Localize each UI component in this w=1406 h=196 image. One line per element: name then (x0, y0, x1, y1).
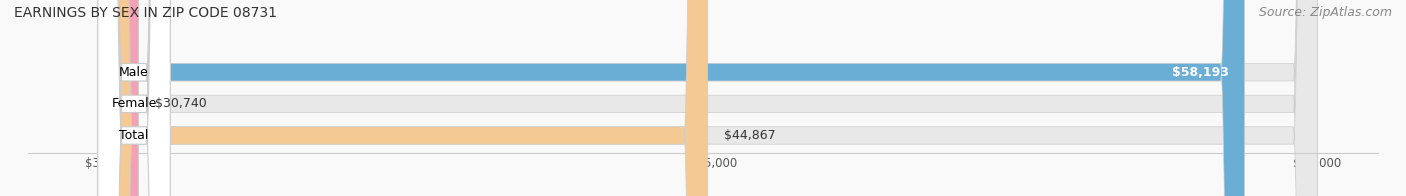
FancyBboxPatch shape (98, 0, 170, 196)
FancyBboxPatch shape (108, 0, 707, 196)
FancyBboxPatch shape (98, 0, 170, 196)
FancyBboxPatch shape (108, 0, 1317, 196)
FancyBboxPatch shape (108, 0, 1317, 196)
FancyBboxPatch shape (108, 0, 139, 196)
Text: Male: Male (120, 66, 149, 79)
Text: Total: Total (120, 129, 149, 142)
Text: Source: ZipAtlas.com: Source: ZipAtlas.com (1258, 6, 1392, 19)
FancyBboxPatch shape (98, 0, 170, 196)
Text: $58,193: $58,193 (1171, 66, 1229, 79)
Text: $44,867: $44,867 (724, 129, 776, 142)
Text: $30,740: $30,740 (155, 97, 207, 110)
FancyBboxPatch shape (108, 0, 1244, 196)
Text: Female: Female (111, 97, 157, 110)
FancyBboxPatch shape (108, 0, 1317, 196)
Text: EARNINGS BY SEX IN ZIP CODE 08731: EARNINGS BY SEX IN ZIP CODE 08731 (14, 6, 277, 20)
